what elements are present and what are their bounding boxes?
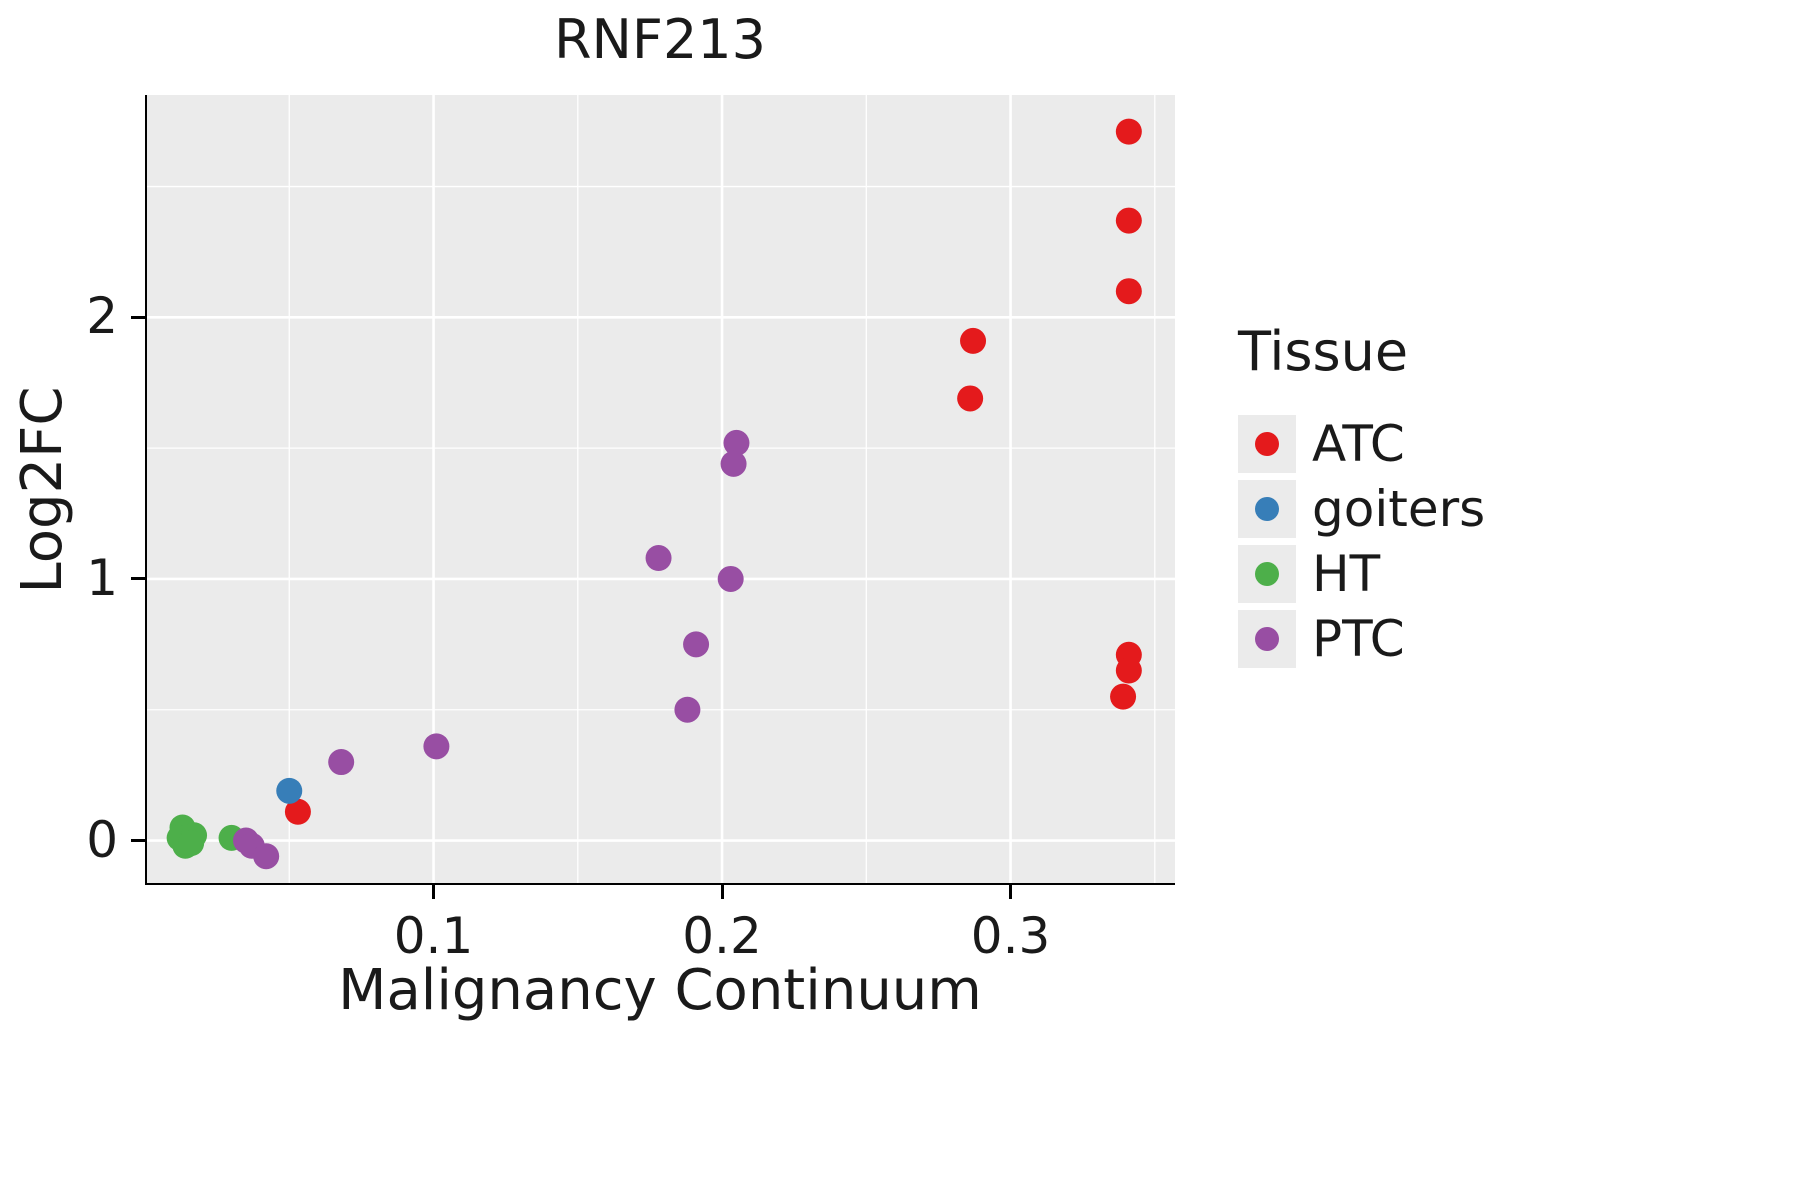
data-point-ptc xyxy=(723,429,750,456)
data-point-ht xyxy=(178,830,205,857)
data-point-goiters xyxy=(276,777,303,804)
data-point-ptc xyxy=(683,631,710,658)
data-point-atc xyxy=(1115,118,1142,145)
x-tick-label: 0.1 xyxy=(393,907,474,965)
data-point-atc xyxy=(284,798,311,825)
x-tick-mark xyxy=(1009,885,1013,899)
legend-entry-atc: ATC xyxy=(1238,415,1485,473)
x-tick-label: 0.3 xyxy=(970,907,1051,965)
data-point-atc xyxy=(1115,657,1142,684)
y-axis-label: Log2FC xyxy=(10,386,75,594)
legend-key xyxy=(1238,415,1296,473)
x-tick-label: 0.2 xyxy=(682,907,762,965)
legend-label: goiters xyxy=(1312,480,1486,538)
legend-label: HT xyxy=(1312,545,1381,603)
legend-key xyxy=(1238,610,1296,668)
goiters-dot-icon xyxy=(1255,497,1279,521)
y-tick-mark xyxy=(131,839,145,843)
data-point-ptc xyxy=(645,545,672,572)
y-tick-mark xyxy=(131,577,145,581)
data-point-ptc xyxy=(423,733,450,760)
legend-label: PTC xyxy=(1312,610,1405,668)
y-tick-label: 2 xyxy=(86,287,118,346)
chart-title: RNF213 xyxy=(553,8,767,71)
legend-entry-goiters: goiters xyxy=(1238,480,1485,538)
legend-label: ATC xyxy=(1312,415,1405,473)
data-point-atc xyxy=(1115,207,1142,234)
y-tick-label: 0 xyxy=(86,810,118,869)
legend-entry-ht: HT xyxy=(1238,545,1485,603)
ht-dot-icon xyxy=(1255,562,1279,586)
legend: Tissue ATC goiters HT PTC xyxy=(1238,320,1485,675)
data-point-atc xyxy=(1115,278,1142,305)
data-point-ptc xyxy=(717,565,744,592)
y-tick-label: 1 xyxy=(86,548,118,607)
ptc-dot-icon xyxy=(1255,627,1279,651)
plot-panel xyxy=(145,95,1175,885)
data-point-atc xyxy=(957,385,984,412)
data-point-ptc xyxy=(253,843,280,870)
legend-title: Tissue xyxy=(1238,320,1409,383)
atc-dot-icon xyxy=(1255,432,1279,456)
data-point-atc xyxy=(960,327,987,354)
legend-entry-ptc: PTC xyxy=(1238,610,1485,668)
x-axis-label: Malignancy Continuum xyxy=(338,958,982,1023)
data-point-ptc xyxy=(674,696,701,723)
scatter-plot xyxy=(145,95,1175,885)
legend-key xyxy=(1238,480,1296,538)
y-tick-mark xyxy=(131,315,145,319)
x-tick-mark xyxy=(432,885,435,899)
data-point-atc xyxy=(1110,683,1137,710)
x-tick-mark xyxy=(720,885,724,899)
data-point-ptc xyxy=(328,749,355,776)
legend-key xyxy=(1238,545,1296,603)
data-point-ptc xyxy=(720,450,747,477)
